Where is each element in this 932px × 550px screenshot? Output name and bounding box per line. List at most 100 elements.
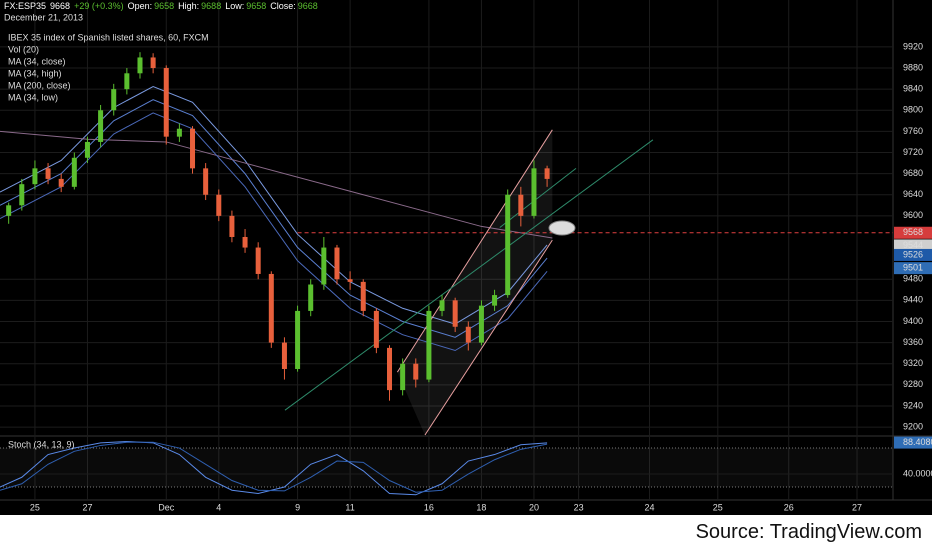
ohlc-value: 9658 <box>246 1 266 11</box>
moving-average <box>0 112 548 352</box>
y-tick-label: 9640 <box>903 189 923 199</box>
trendline <box>424 239 553 436</box>
date: December 21, 2013 <box>4 12 83 22</box>
candle-body <box>124 73 130 90</box>
last-price: 9668 <box>50 1 70 11</box>
trendline <box>284 139 654 411</box>
candle-body <box>478 305 484 343</box>
y-tick-label: 9680 <box>903 168 923 178</box>
stoch-line <box>0 441 548 493</box>
x-tick-label: 27 <box>82 502 92 512</box>
candle-body <box>203 168 209 195</box>
candle-body <box>176 128 182 137</box>
x-tick-label: 4 <box>216 502 221 512</box>
candle-body <box>334 247 340 280</box>
candle-body <box>347 279 353 282</box>
annotation-ellipse <box>548 220 576 236</box>
candle-body <box>190 128 196 169</box>
header: FX:ESP35 9668 +29 (+0.3%) Open: 9658 High: 968… <box>4 1 318 11</box>
x-tick-label: 27 <box>852 502 862 512</box>
y-tick-label: 9880 <box>903 62 923 72</box>
candle-body <box>373 310 379 348</box>
candle-body <box>255 247 261 274</box>
y-tick-label: 9400 <box>903 316 923 326</box>
trendline <box>396 129 553 373</box>
source: Source: TradingView.com <box>695 521 922 543</box>
candle-body <box>45 168 51 179</box>
y-tick-label: 9600 <box>903 210 923 220</box>
x-tick-label: 23 <box>574 502 584 512</box>
candle-body <box>163 68 169 137</box>
candle-body <box>84 141 90 158</box>
candle-body <box>505 194 511 296</box>
candle-body <box>439 300 445 311</box>
x-tick-label: 16 <box>424 502 434 512</box>
stoch-tick-label: 40.0000 <box>903 468 932 478</box>
candle-body <box>321 247 327 285</box>
background <box>0 0 932 515</box>
ohlc-label: Low: <box>225 1 244 11</box>
moving-average <box>0 99 548 338</box>
x-tick-label: 18 <box>476 502 486 512</box>
price-tag <box>894 239 932 252</box>
y-tick-label: 9920 <box>903 41 923 51</box>
chart: 9200 9240 9280 9320 9360 9400 9440 9480 9600 9640… <box>0 0 932 515</box>
price-tag <box>894 262 932 275</box>
x-tick-label: 25 <box>30 502 40 512</box>
x-tick-label: 25 <box>713 502 723 512</box>
x-tick-label: Dec <box>158 502 175 512</box>
candle-body <box>229 215 235 237</box>
legend-entry: MA (34, low) <box>8 92 58 102</box>
x-tick-label: 24 <box>645 502 655 512</box>
candle-body <box>19 184 25 206</box>
legend-entry: MA (34, close) <box>8 56 66 66</box>
y-tick-label: 9360 <box>903 337 923 347</box>
trendline <box>499 167 577 228</box>
candle-body <box>58 178 64 187</box>
price-tag <box>894 248 932 261</box>
price-tag-label: 9501 <box>903 263 923 273</box>
candle-body <box>426 310 432 380</box>
y-tick-label: 9280 <box>903 379 923 389</box>
candle-body <box>295 310 301 369</box>
price-tag-label: 9526 <box>903 249 923 259</box>
y-tick-label: 9200 <box>903 421 923 431</box>
y-tick-label: 9440 <box>903 295 923 305</box>
candle-body <box>281 342 287 369</box>
y-tick-label: 9240 <box>903 400 923 410</box>
y-tick-label: 9760 <box>903 126 923 136</box>
ohlc-value: 9688 <box>201 1 221 11</box>
channel-fill <box>397 129 553 435</box>
candle-body <box>308 284 314 311</box>
candle-body <box>32 168 38 185</box>
candle-body <box>360 281 366 311</box>
candle-body <box>452 300 458 327</box>
legend-entry: MA (34, high) <box>8 68 62 78</box>
moving-average <box>0 85 548 325</box>
y-tick-label: 9800 <box>903 105 923 115</box>
stoch-last-tag <box>894 436 932 449</box>
y-tick-label: 9480 <box>903 274 923 284</box>
candle-body <box>98 110 104 142</box>
candle-body <box>216 194 222 216</box>
ohlc-value: 9668 <box>298 1 318 11</box>
candle-body <box>400 363 406 391</box>
stoch-title: Stoch (34, 13, 9) <box>8 439 75 449</box>
candle-body <box>137 57 143 74</box>
price-tag-label: 9568 <box>903 227 923 237</box>
x-tick-label: 9 <box>295 502 300 512</box>
candle-body <box>6 205 12 216</box>
legend-entry: Vol (20) <box>8 44 39 54</box>
candle-body <box>111 89 117 111</box>
ohlc-label: Close: <box>270 1 296 11</box>
stoch-band-fill <box>0 448 893 488</box>
candle-body <box>150 57 156 69</box>
candle-body <box>531 168 537 216</box>
ohlc-value: 9658 <box>154 1 174 11</box>
candle-body <box>413 363 419 380</box>
x-tick-label: 20 <box>529 502 539 512</box>
candle-body <box>518 194 524 216</box>
y-tick-label: 9840 <box>903 84 923 94</box>
legend-entry: MA (200, close) <box>8 80 71 90</box>
price-tag-label: 9544 <box>903 240 923 250</box>
